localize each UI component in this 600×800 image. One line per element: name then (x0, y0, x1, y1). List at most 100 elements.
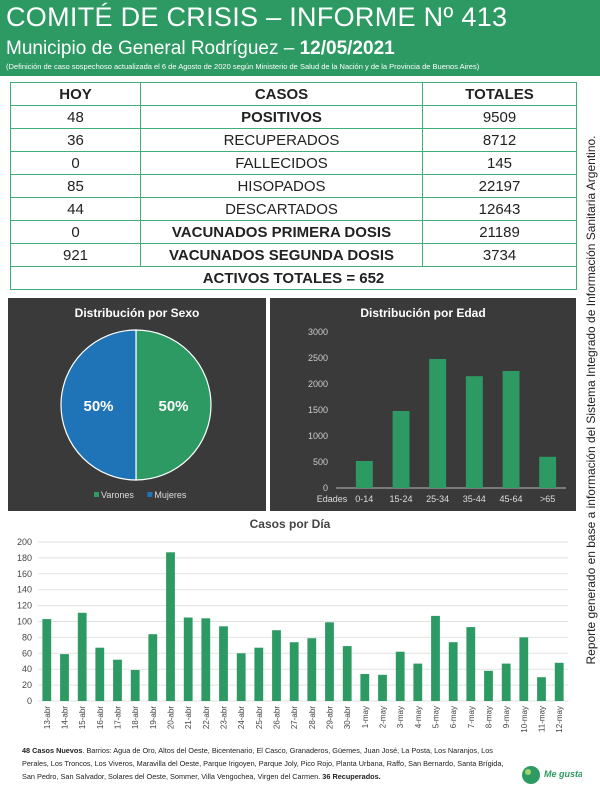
daily-xtick-label: 25-abr (255, 706, 264, 729)
table-row: 0 VACUNADOS PRIMERA DOSIS 21189 (10, 220, 577, 244)
side-note: Reporte generado en base a información d… (583, 120, 599, 680)
daily-xtick-label: 23-abr (220, 706, 229, 729)
total-hisopados: 22197 (422, 174, 577, 198)
daily-bar-12-may (554, 662, 564, 701)
daily-title: Casos por Día (250, 517, 331, 531)
daily-xtick-label: 16-abr (96, 706, 105, 729)
total-fallecidos: 145 (422, 151, 577, 175)
age-ytick-label: 2000 (308, 379, 328, 389)
age-bar->65 (539, 456, 557, 488)
daily-bar-20-abr (166, 552, 175, 701)
hoy-segunda-dosis: 921 (10, 243, 141, 267)
daily-bar-16-abr (95, 647, 105, 701)
me-gusta-logo: Me gusta (522, 766, 582, 784)
daily-xtick-label: 15-abr (78, 706, 87, 729)
daily-ytick-label: 80 (22, 632, 32, 642)
daily-ytick-label: 0 (27, 696, 32, 706)
label-fallecidos: FALLECIDOS (140, 151, 423, 175)
daily-bar-2-may (378, 674, 387, 701)
age-xtick-label: >65 (540, 494, 555, 504)
age-bar-15-24 (392, 411, 410, 488)
daily-xtick-label: 2-may (379, 706, 388, 728)
daily-ytick-label: 60 (22, 648, 32, 658)
label-recuperados: RECUPERADOS (140, 128, 423, 152)
legend-swatch-varones (94, 492, 99, 497)
age-bar-0-14 (355, 461, 373, 488)
header: COMITÉ DE CRISIS – INFORME Nº 413 Munici… (0, 0, 600, 76)
daily-bar-27-abr (289, 642, 299, 701)
age-title: Distribución por Edad (360, 306, 485, 320)
recovered-label: 36 Recuperados. (322, 772, 381, 781)
daily-ytick-label: 120 (17, 601, 32, 611)
total-positivos: 9509 (422, 105, 577, 129)
age-bar-35-44 (465, 376, 483, 488)
logo-leaf-icon (525, 769, 531, 775)
age-ytick-label: 0 (323, 483, 328, 493)
daily-bar-3-may (395, 651, 405, 701)
label-hisopados: HISOPADOS (140, 174, 423, 198)
daily-xtick-label: 12-may (555, 706, 564, 733)
daily-bar-4-may (413, 663, 423, 701)
total-primera-dosis: 21189 (422, 220, 577, 244)
definition-note: (Definición de caso sospechoso actualiza… (6, 62, 480, 71)
daily-bar-29-abr (325, 622, 334, 701)
daily-xtick-label: 6-may (449, 706, 458, 728)
daily-xtick-label: 28-abr (308, 706, 317, 729)
pie-label-mujeres: 50% (83, 398, 113, 415)
col-header-totales: TOTALES (422, 82, 577, 106)
label-segunda-dosis: VACUNADOS SEGUNDA DOSIS (140, 243, 423, 267)
footer-note: 48 Casos Nuevos. Barrios: Agua de Oro, A… (22, 744, 512, 783)
daily-ytick-label: 100 (17, 617, 32, 627)
hoy-descartados: 44 (10, 197, 141, 221)
daily-xtick-label: 24-abr (237, 706, 246, 729)
legend-label-mujeres: Mujeres (154, 490, 187, 500)
legend-swatch-mujeres (147, 492, 153, 497)
daily-bar-22-abr (201, 618, 211, 701)
daily-xtick-label: 19-abr (149, 706, 158, 729)
daily-xtick-label: 3-may (396, 706, 405, 728)
col-header-casos: CASOS (140, 82, 423, 106)
age-bar-25-34 (429, 359, 447, 488)
daily-bar-30-abr (342, 646, 352, 701)
table-row: 0 FALLECIDOS 145 (10, 151, 577, 175)
daily-xtick-label: 21-abr (184, 706, 193, 729)
daily-xtick-label: 22-abr (202, 706, 211, 729)
hoy-fallecidos: 0 (10, 151, 141, 175)
age-ytick-label: 1500 (308, 405, 328, 415)
table-header-row: HOY CASOS TOTALES (10, 82, 577, 106)
age-ytick-label: 3000 (308, 327, 328, 337)
age-xtick-label: 35-44 (463, 494, 486, 504)
pie-slice-varones (135, 329, 212, 481)
daily-bar-24-abr (236, 653, 246, 701)
age-ytick-label: 500 (313, 457, 328, 467)
daily-xtick-label: 10-may (520, 706, 529, 733)
daily-bar-17-abr (113, 659, 122, 701)
daily-xtick-label: 5-may (432, 706, 441, 728)
daily-bar-8-may (484, 670, 493, 701)
age-chart: Distribución por Edad 0 500 1000 1500 2000 25… (308, 306, 566, 504)
daily-bar-15-abr (77, 612, 87, 701)
daily-bar-11-may (537, 677, 546, 701)
daily-bar-9-may (501, 663, 511, 701)
total-segunda-dosis: 3734 (422, 243, 577, 267)
daily-ytick-label: 160 (17, 569, 32, 579)
total-recuperados: 8712 (422, 128, 577, 152)
daily-bar-26-abr (272, 630, 281, 701)
daily-xtick-label: 11-may (538, 706, 547, 732)
pie-title: Distribución por Sexo (75, 306, 200, 320)
daily-xtick-label: 30-abr (343, 706, 352, 729)
label-primera-dosis: VACUNADOS PRIMERA DOSIS (140, 220, 423, 244)
daily-bar-21-abr (183, 617, 193, 701)
table-row: 36 RECUPERADOS 8712 (10, 128, 577, 152)
age-bar-45-64 (502, 371, 520, 488)
pie-label-varones: 50% (158, 398, 188, 415)
new-cases-label: 48 Casos Nuevos (22, 746, 83, 755)
daily-bar-19-abr (148, 634, 158, 701)
table-row: 44 DESCARTADOS 12643 (10, 197, 577, 221)
municipio-label: Municipio de General Rodríguez – (6, 38, 300, 59)
daily-xtick-label: 9-may (502, 706, 511, 728)
daily-ytick-label: 180 (17, 553, 32, 563)
daily-ytick-label: 140 (17, 585, 32, 595)
daily-bar-10-may (519, 637, 529, 701)
age-xtick-label: 0-14 (355, 494, 373, 504)
